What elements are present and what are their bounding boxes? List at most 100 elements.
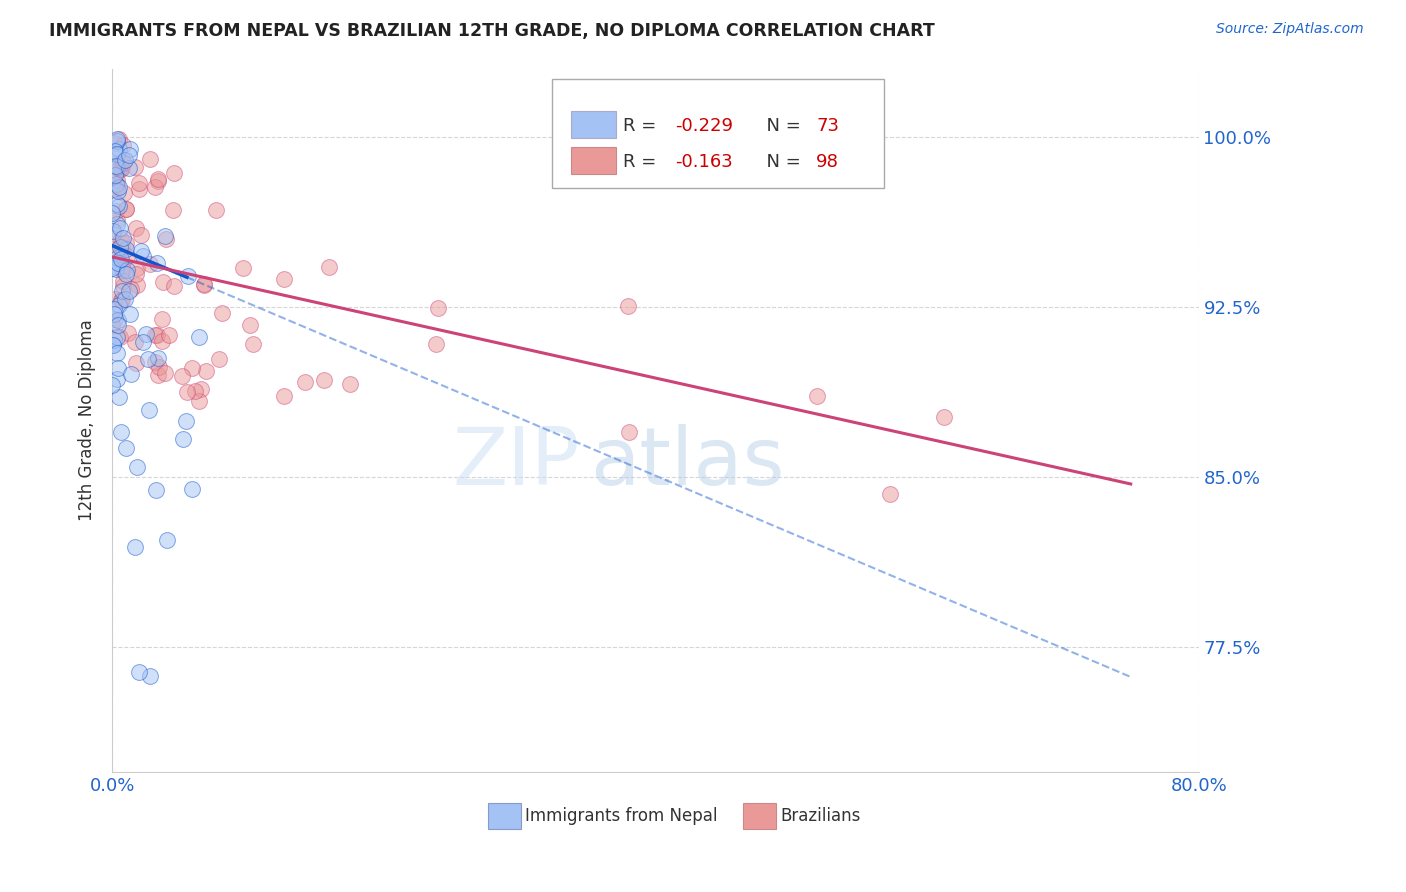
- Point: [107, 161, 129, 176]
- Point: [114, 202, 136, 216]
- Point: [107, 184, 129, 198]
- Point: [124, 335, 146, 350]
- FancyBboxPatch shape: [553, 79, 883, 188]
- Point: [101, 318, 124, 332]
- Text: Source: ZipAtlas.com: Source: ZipAtlas.com: [1216, 22, 1364, 37]
- Point: [105, 158, 128, 172]
- Point: [153, 366, 176, 380]
- Point: [208, 352, 231, 367]
- Point: [104, 292, 127, 306]
- Point: [114, 202, 136, 216]
- Point: [105, 160, 128, 174]
- Text: Immigrants from Nepal: Immigrants from Nepal: [524, 807, 717, 825]
- Point: [105, 182, 128, 196]
- Point: [162, 202, 184, 217]
- Text: N =: N =: [755, 153, 807, 171]
- Point: [118, 148, 141, 162]
- Point: [105, 251, 128, 265]
- Point: [188, 330, 211, 344]
- Point: [163, 166, 186, 180]
- Point: [105, 261, 128, 276]
- FancyBboxPatch shape: [571, 111, 616, 137]
- Point: [193, 277, 215, 292]
- Point: [111, 155, 134, 169]
- Point: [150, 312, 173, 326]
- Point: [124, 540, 146, 554]
- Point: [103, 259, 125, 273]
- Point: [104, 159, 127, 173]
- Point: [120, 368, 142, 382]
- Y-axis label: 12th Grade, No Diploma: 12th Grade, No Diploma: [79, 319, 96, 521]
- Point: [118, 143, 141, 157]
- Point: [105, 197, 128, 211]
- Point: [114, 292, 136, 306]
- Point: [107, 242, 129, 256]
- Point: [108, 161, 131, 176]
- Point: [152, 276, 174, 290]
- Point: [427, 301, 450, 316]
- Point: [155, 232, 177, 246]
- Point: [242, 337, 264, 351]
- Point: [103, 136, 125, 150]
- Point: [174, 414, 197, 428]
- Point: [112, 186, 135, 200]
- Point: [105, 147, 128, 161]
- Point: [157, 327, 180, 342]
- Point: [124, 160, 146, 174]
- Point: [115, 262, 138, 277]
- Point: [105, 178, 128, 193]
- Point: [107, 318, 129, 333]
- Text: ZIP: ZIP: [451, 424, 579, 501]
- Point: [107, 255, 129, 269]
- Point: [136, 351, 159, 366]
- Point: [239, 318, 262, 332]
- Point: [294, 375, 316, 389]
- Point: [232, 260, 254, 275]
- Text: N =: N =: [755, 117, 807, 135]
- Point: [115, 242, 138, 256]
- Point: [115, 267, 138, 281]
- Point: [105, 346, 128, 360]
- Point: [110, 161, 132, 176]
- Point: [314, 373, 336, 387]
- Point: [318, 260, 340, 275]
- Point: [110, 232, 132, 246]
- Point: [105, 212, 128, 227]
- Point: [879, 487, 901, 501]
- Point: [112, 273, 135, 287]
- Point: [107, 132, 129, 146]
- Point: [110, 240, 132, 254]
- Point: [103, 338, 125, 352]
- Point: [103, 307, 125, 321]
- Point: [146, 368, 169, 382]
- Point: [101, 377, 124, 392]
- Point: [139, 257, 162, 271]
- Point: [101, 338, 124, 352]
- Point: [111, 259, 134, 273]
- Point: [111, 279, 134, 293]
- Text: -0.229: -0.229: [675, 117, 733, 135]
- Point: [127, 277, 149, 292]
- Point: [156, 533, 179, 548]
- Point: [125, 221, 148, 235]
- Point: [177, 269, 200, 284]
- Point: [163, 279, 186, 293]
- Point: [101, 206, 124, 220]
- Point: [181, 361, 204, 376]
- Point: [145, 483, 167, 497]
- Point: [111, 230, 134, 244]
- Point: [148, 172, 170, 186]
- Point: [112, 154, 135, 169]
- Point: [103, 333, 125, 347]
- Point: [105, 177, 128, 191]
- Point: [128, 182, 150, 196]
- Point: [101, 260, 124, 275]
- Point: [127, 261, 149, 276]
- Point: [107, 298, 129, 312]
- Point: [118, 284, 141, 298]
- Point: [105, 134, 128, 148]
- Point: [111, 161, 134, 175]
- Point: [108, 221, 131, 235]
- Point: [128, 665, 150, 679]
- Point: [617, 300, 640, 314]
